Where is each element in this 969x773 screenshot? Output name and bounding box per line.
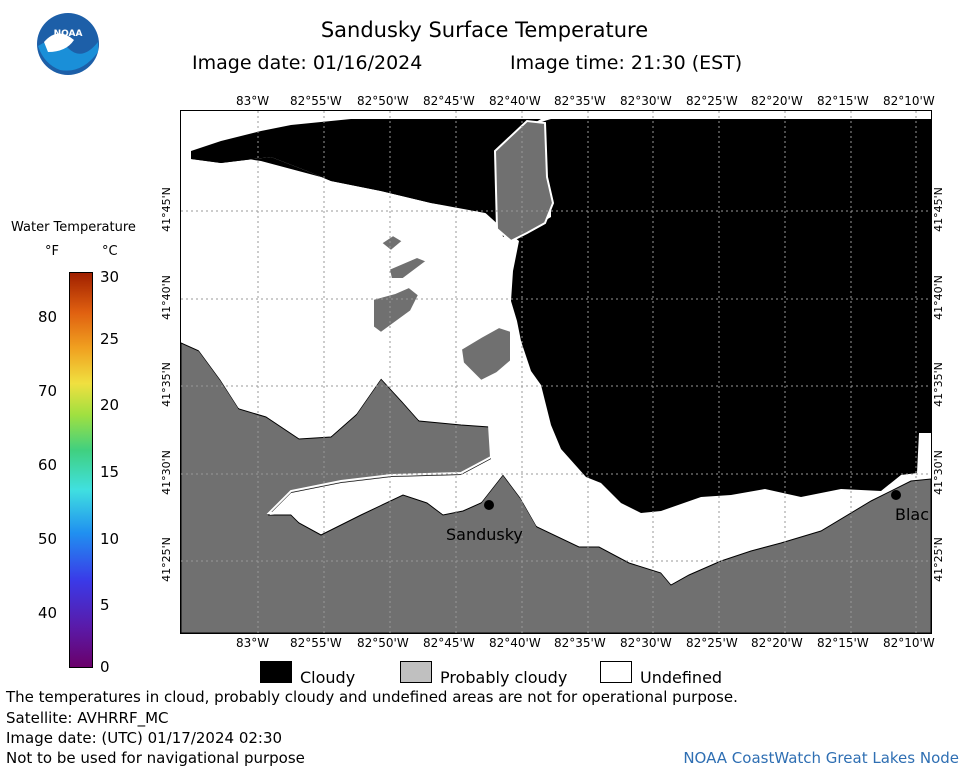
c-tick: 15	[100, 463, 120, 481]
cloudy-top	[191, 119, 541, 215]
f-tick: 80	[38, 308, 58, 326]
footer-utc-date: Image date: (UTC) 01/17/2024 02:30	[6, 729, 283, 747]
city-label-sandusky: Sandusky	[446, 525, 523, 544]
blac-marker	[891, 490, 901, 500]
probably-cloudy-patch	[493, 119, 555, 243]
lat-tick: 41°25'N	[159, 537, 173, 582]
lat-tick: 41°40'N	[931, 275, 945, 320]
probably-cloudy-patch	[379, 233, 405, 253]
footer-disclaimer: The temperatures in cloud, probably clou…	[6, 688, 738, 706]
legend-swatch-cloudy	[260, 661, 292, 683]
lon-tick: 82°25'W	[686, 636, 738, 650]
lon-tick: 82°20'W	[751, 94, 803, 108]
f-tick: 50	[38, 530, 58, 548]
lat-tick: 41°35'N	[931, 362, 945, 407]
c-tick: 10	[100, 530, 120, 548]
lon-tick: 82°55'W	[290, 94, 342, 108]
colorbar-title: Water Temperature	[11, 220, 136, 235]
noaa-logo-icon: NOAA	[37, 13, 99, 75]
noaa-logo: NOAA	[36, 12, 100, 76]
lon-tick: 82°15'W	[817, 94, 869, 108]
graticule	[181, 111, 931, 633]
page-title: Sandusky Surface Temperature	[320, 18, 649, 42]
lon-tick: 82°30'W	[620, 94, 672, 108]
legend-swatch-undefined	[600, 661, 632, 683]
lon-tick: 82°35'W	[554, 94, 606, 108]
lon-tick: 82°20'W	[751, 636, 803, 650]
c-tick: 5	[100, 596, 110, 614]
city-label-blac: Blac	[895, 505, 930, 524]
map-frame: Sandusky Blac	[180, 110, 932, 634]
lon-tick: 82°50'W	[357, 94, 409, 108]
lat-tick: 41°30'N	[159, 450, 173, 495]
c-tick: 20	[100, 396, 120, 414]
lat-tick: 41°45'N	[159, 187, 173, 232]
f-tick: 60	[38, 456, 58, 474]
cloudy-area	[191, 119, 931, 513]
lon-tick: 82°55'W	[290, 636, 342, 650]
svg-text:NOAA: NOAA	[54, 29, 83, 39]
image-time: Image time: 21:30 (EST)	[510, 52, 743, 74]
lat-tick: 41°25'N	[931, 537, 945, 582]
credit-link[interactable]: NOAA CoastWatch Great Lakes Node	[683, 749, 959, 767]
footer-satellite: Satellite: AVHRRF_MC	[6, 709, 169, 727]
lat-tick: 41°45'N	[931, 187, 945, 232]
footer-nav-warning: Not to be used for navigational purpose	[6, 749, 305, 767]
colorbar-unit-f: °F	[45, 244, 59, 259]
lon-tick: 83°W	[236, 94, 270, 108]
c-tick: 25	[100, 330, 120, 348]
probably-cloudy-patch	[372, 285, 421, 335]
lon-tick: 82°25'W	[686, 94, 738, 108]
sandusky-marker	[484, 500, 494, 510]
lon-tick: 82°50'W	[357, 636, 409, 650]
legend-label-cloudy: Cloudy	[300, 668, 356, 687]
f-tick: 70	[38, 382, 58, 400]
lat-tick: 41°35'N	[159, 362, 173, 407]
lat-tick: 41°30'N	[931, 450, 945, 495]
image-date: Image date: 01/16/2024	[192, 52, 423, 74]
lat-tick: 41°40'N	[159, 275, 173, 320]
lon-tick: 82°45'W	[423, 636, 475, 650]
probably-cloudy-patch	[459, 325, 512, 383]
lon-tick: 82°40'W	[489, 636, 541, 650]
legend-label-probably-cloudy: Probably cloudy	[440, 668, 568, 687]
lon-tick: 82°15'W	[817, 636, 869, 650]
probably-cloudy-patch	[387, 255, 430, 280]
legend-swatch-probably-cloudy	[400, 661, 432, 683]
lon-tick: 83°W	[236, 636, 270, 650]
lon-tick: 82°10'W	[883, 94, 935, 108]
f-tick: 40	[38, 604, 58, 622]
colorbar-unit-c: °C	[102, 244, 118, 259]
land-area	[181, 342, 931, 633]
lon-tick: 82°35'W	[554, 636, 606, 650]
lon-tick: 82°40'W	[489, 94, 541, 108]
colorbar	[69, 272, 93, 668]
lon-tick: 82°10'W	[883, 636, 935, 650]
c-tick: 30	[100, 268, 120, 286]
lon-tick: 82°45'W	[423, 94, 475, 108]
map-canvas	[181, 111, 931, 633]
legend-label-undefined: Undefined	[640, 668, 723, 687]
c-tick: 0	[100, 658, 110, 676]
lon-tick: 82°30'W	[620, 636, 672, 650]
bay-area	[269, 427, 511, 533]
